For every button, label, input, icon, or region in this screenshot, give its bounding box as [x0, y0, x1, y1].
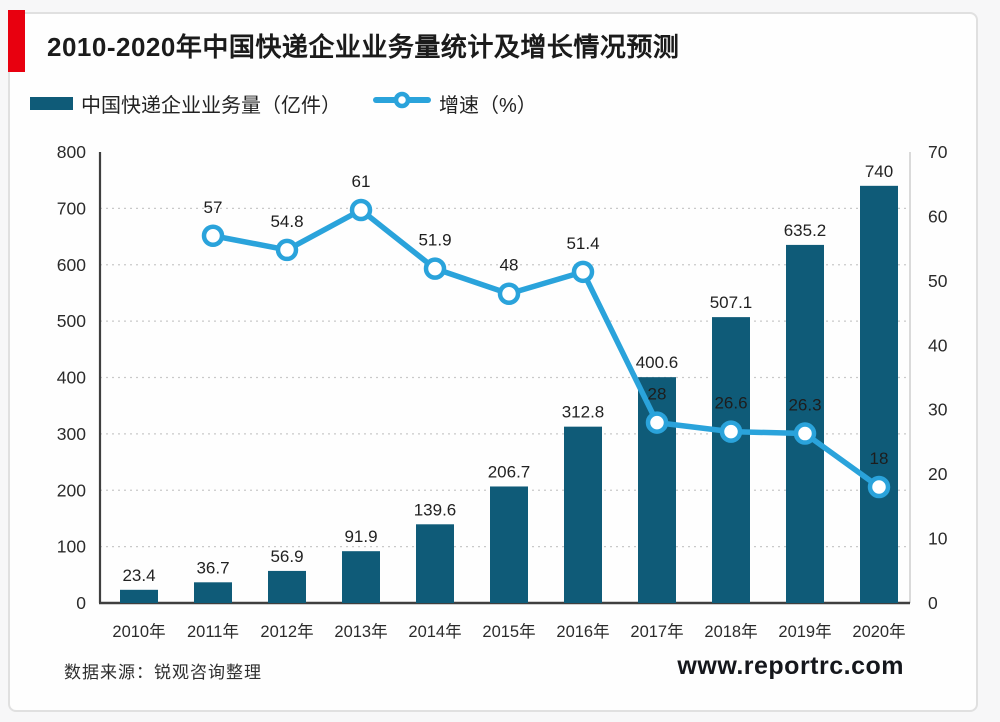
line-value-label-7: 28 [648, 385, 667, 404]
line-value-label-9: 26.3 [788, 396, 821, 415]
x-axis-label-4: 2014年 [408, 622, 461, 641]
right-axis-tick-70: 70 [928, 142, 948, 162]
bar-2018年 [712, 317, 750, 603]
bar-value-label-5: 206.7 [488, 462, 531, 481]
line-value-label-3: 61 [352, 172, 371, 191]
chart-title: 2010-2020年中国快递企业业务量统计及增长情况预测 [47, 32, 680, 62]
x-axis-label-7: 2017年 [630, 622, 683, 641]
right-axis-tick-50: 50 [928, 271, 948, 291]
line-value-label-4: 51.9 [418, 231, 451, 250]
bar-value-label-4: 139.6 [414, 500, 457, 519]
line-marker-2019年 [793, 422, 817, 445]
left-axis-tick-200: 200 [57, 480, 86, 500]
bar-value-label-9: 635.2 [784, 221, 827, 240]
line-marker-2011年 [201, 224, 225, 248]
x-axis-label-2: 2012年 [260, 622, 313, 641]
x-axis-label-1: 2011年 [187, 622, 239, 641]
bar-2017年 [638, 377, 676, 603]
line-value-label-1: 57 [204, 198, 223, 217]
left-axis-tick-800: 800 [57, 142, 86, 162]
x-axis-label-0: 2010年 [112, 622, 165, 641]
right-axis-tick-20: 20 [928, 464, 948, 484]
bar-2011年 [194, 582, 232, 603]
right-axis-tick-30: 30 [928, 400, 948, 420]
line-marker-2014年 [423, 257, 447, 280]
left-axis-tick-700: 700 [57, 198, 86, 218]
line-marker-2016年 [571, 260, 595, 284]
bar-2015年 [490, 486, 528, 603]
line-value-label-8: 26.6 [714, 394, 747, 413]
bar-value-label-7: 400.6 [636, 353, 679, 372]
bar-2012年 [268, 570, 306, 603]
x-axis-label-5: 2015年 [482, 622, 535, 641]
legend-line-marker-icon [373, 91, 431, 115]
watermark-url: www.reportrc.com [677, 652, 904, 680]
bar-value-label-10: 740 [865, 162, 893, 181]
line-marker-2017年 [645, 411, 669, 434]
left-axis-tick-400: 400 [57, 368, 86, 388]
legend-bar-swatch [30, 96, 73, 110]
left-axis-tick-0: 0 [76, 593, 86, 613]
bar-value-label-1: 36.7 [196, 558, 229, 577]
left-axis-tick-500: 500 [57, 311, 86, 331]
line-marker-2013年 [349, 198, 373, 222]
line-value-label-6: 51.4 [566, 234, 599, 253]
bar-value-label-6: 312.8 [562, 403, 605, 422]
bar-value-label-0: 23.4 [122, 566, 155, 585]
left-axis-tick-100: 100 [57, 537, 86, 557]
data-source-note: 数据来源：锐观咨询整理 [64, 663, 262, 682]
legend-bar-label: 中国快递企业业务量（亿件） [81, 94, 341, 117]
bar-2013年 [342, 551, 380, 603]
x-axis-label-9: 2019年 [778, 622, 831, 641]
left-axis-tick-300: 300 [57, 424, 86, 444]
line-value-label-5: 48 [500, 256, 519, 275]
line-value-label-2: 54.8 [270, 212, 303, 231]
left-axis-tick-600: 600 [57, 255, 86, 275]
bar-2010年 [120, 589, 158, 603]
x-axis-label-10: 2020年 [852, 622, 905, 641]
bar-2020年 [860, 185, 898, 603]
line-marker-2012年 [275, 238, 299, 262]
x-axis-label-3: 2013年 [334, 622, 387, 641]
growth-line [210, 207, 882, 490]
line-marker-2020年 [867, 475, 891, 499]
right-axis-tick-40: 40 [928, 335, 948, 355]
bar-value-label-3: 91.9 [344, 527, 377, 546]
bar-value-label-2: 56.9 [270, 547, 303, 566]
x-axis-label-8: 2018年 [704, 622, 757, 641]
legend-line-label: 增速（%） [439, 94, 537, 117]
bar-value-label-8: 507.1 [710, 293, 753, 312]
right-axis-tick-60: 60 [928, 206, 948, 226]
bar-2016年 [564, 426, 602, 603]
bar-2014年 [416, 524, 454, 603]
x-axis-label-6: 2016年 [556, 622, 609, 641]
right-axis-tick-10: 10 [928, 529, 948, 549]
line-marker-2015年 [497, 282, 521, 305]
right-axis-tick-0: 0 [928, 593, 938, 613]
line-value-label-10: 18 [870, 449, 889, 468]
line-marker-2018年 [719, 420, 743, 443]
red-accent-bar [8, 10, 25, 72]
legend: 中国快递企业业务量（亿件） 增速（%） [30, 90, 537, 117]
